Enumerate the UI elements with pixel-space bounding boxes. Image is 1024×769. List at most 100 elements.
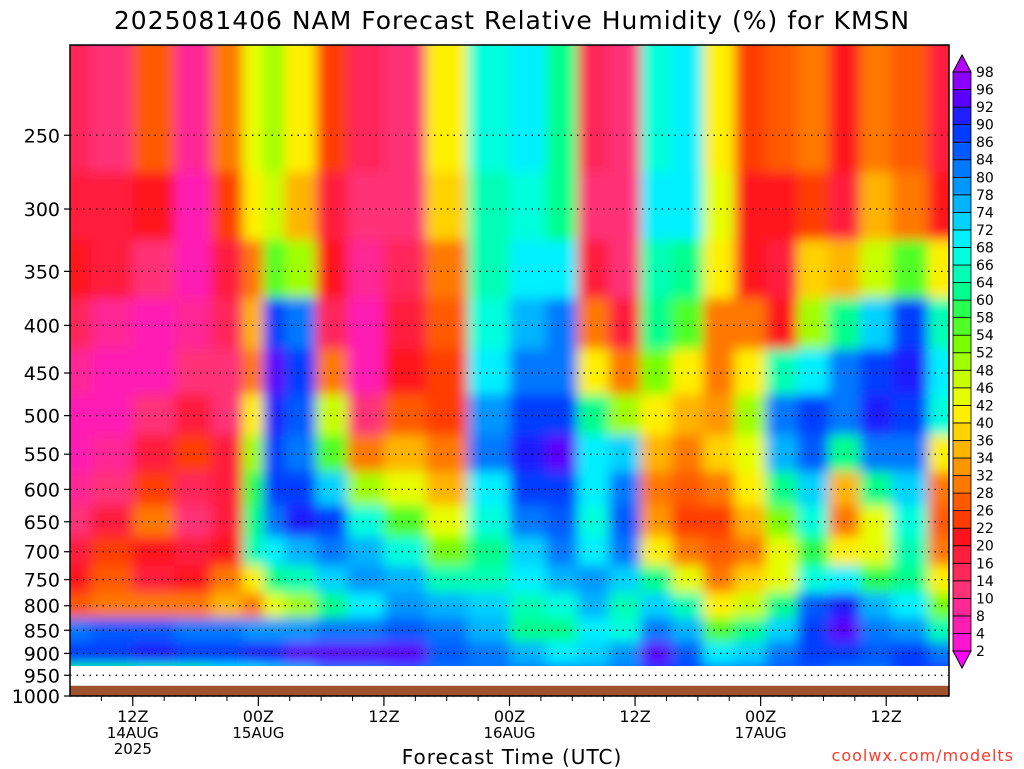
rh-cell [242,505,265,538]
rh-cell [315,349,349,396]
rh-cell [703,45,736,174]
rh-cell [860,664,893,666]
rh-cell [671,240,705,300]
colorbar-swatch [952,106,972,126]
colorbar-label: 40 [976,416,994,432]
rh-cell [608,664,642,666]
rh-cell [284,536,317,567]
rh-cell [640,565,673,594]
rh-cell [284,45,317,174]
rh-cell [70,349,92,396]
rh-cell [860,45,893,174]
colorbar-label: 52 [976,346,994,362]
colorbar-label: 26 [976,504,994,520]
colorbar-min-triangle [952,650,972,670]
colorbar-swatch [952,317,972,336]
rh-cell [891,434,930,473]
rh-cell [928,45,949,174]
rh-cell [546,349,579,396]
colorbar-label: 16 [976,556,994,572]
y-tick-label: 250 [24,125,60,147]
rh-cell [734,618,767,643]
colorbar-swatch [952,282,972,301]
rh-cell [263,471,286,507]
rh-cell [284,240,317,300]
colorbar-label: 84 [976,153,994,169]
rh-cell [577,565,610,594]
rh-cell [174,45,213,174]
colorbar-swatch [952,510,972,529]
rh-cell [347,664,385,666]
rh-cell [425,298,469,351]
colorbar-label: 54 [976,328,994,344]
rh-cell [90,298,134,351]
rh-cell [546,172,579,242]
rh-cell [734,394,767,436]
rh-cell [263,45,286,174]
rh-cell [383,505,427,538]
rh-cell [347,240,385,300]
rh-cell [765,505,799,538]
rh-cell [284,172,317,242]
rh-cell [577,641,610,666]
x-axis-label: Forecast Time (UTC) [401,745,623,769]
rh-cell [315,641,349,666]
y-tick-label: 700 [24,542,60,564]
rh-cell [132,664,176,666]
rh-cell [284,434,317,473]
rh-cell [90,434,134,473]
rh-cell [703,172,736,242]
rh-cell [70,172,92,242]
y-tick-label: 400 [24,315,60,337]
rh-cell [347,641,385,666]
rh-cell [577,45,610,174]
rh-cell [608,45,642,174]
rh-cell [242,471,265,507]
rh-cell [211,664,244,666]
rh-cell [640,592,673,620]
rh-cell [640,536,673,567]
rh-cell [425,240,469,300]
rh-cell [734,45,767,174]
rh-cell [797,349,830,396]
rh-cell [383,45,427,174]
rh-cell [347,394,385,436]
rh-cell [315,45,349,174]
rh-cell [928,172,949,242]
rh-cell [577,434,610,473]
x-tick-year: 2025 [114,740,152,758]
rh-cell [383,172,427,242]
rh-cell [467,536,511,567]
rh-cell [284,298,317,351]
rh-cell [509,394,548,436]
rh-cell [860,240,893,300]
rh-cell [891,298,930,351]
x-tick-label: 00Z [243,707,274,726]
colorbar-swatch [952,633,972,652]
rh-cell [315,394,349,436]
rh-cell [425,664,469,666]
rh-cell [263,394,286,436]
colorbar-label: 78 [976,188,994,204]
rh-cell [928,618,949,643]
colorbar-swatch [952,247,972,266]
rh-cell [734,536,767,567]
rh-cell [546,641,579,666]
rh-cell [509,471,548,507]
rh-cell [242,536,265,567]
rh-cell [577,298,610,351]
rh-cell [734,471,767,507]
rh-cell [263,298,286,351]
rh-cell [671,664,705,666]
rh-cell [928,536,949,567]
rh-cell [284,641,317,666]
rh-cell [425,172,469,242]
colorbar-swatch [952,299,972,319]
y-tick-label: 300 [24,199,60,221]
rh-cell [640,172,673,242]
rh-cell [928,349,949,396]
rh-cell [242,641,265,666]
rh-cell [509,592,548,620]
colorbar-label: 72 [976,223,994,239]
colorbar-swatch [952,194,972,213]
